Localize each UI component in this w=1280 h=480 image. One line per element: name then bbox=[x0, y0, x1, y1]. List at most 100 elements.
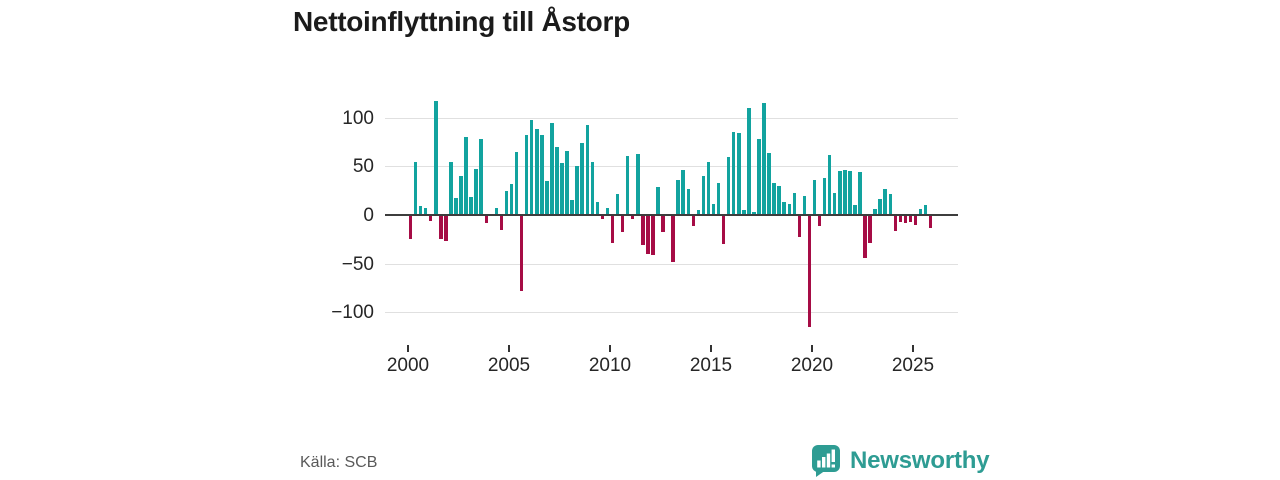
x-tick-mark bbox=[508, 345, 510, 352]
y-tick-label: 100 bbox=[342, 108, 374, 129]
bar bbox=[636, 153, 640, 215]
bar bbox=[913, 215, 918, 225]
bar bbox=[656, 186, 660, 215]
gridline bbox=[385, 166, 958, 167]
bar bbox=[817, 215, 822, 226]
bar bbox=[408, 215, 413, 240]
bar bbox=[772, 182, 776, 215]
bar bbox=[464, 137, 468, 215]
bar bbox=[428, 215, 433, 221]
bar bbox=[423, 208, 428, 215]
gridline bbox=[385, 118, 958, 119]
bar bbox=[565, 150, 569, 215]
bar bbox=[585, 124, 590, 215]
bar bbox=[560, 163, 564, 215]
bar bbox=[903, 215, 908, 223]
gridline bbox=[385, 312, 958, 313]
bar bbox=[605, 208, 610, 215]
chart-title: Nettoinflyttning till Åstorp bbox=[293, 6, 630, 37]
bar bbox=[413, 161, 418, 215]
bar bbox=[590, 161, 595, 215]
bar bbox=[873, 209, 877, 215]
x-tick-label: 2000 bbox=[386, 355, 430, 376]
bar bbox=[494, 208, 499, 215]
bar bbox=[499, 215, 504, 230]
bar bbox=[832, 192, 837, 215]
bar bbox=[469, 196, 473, 215]
bar bbox=[747, 108, 751, 215]
bar bbox=[474, 169, 478, 215]
bar bbox=[731, 132, 736, 215]
bar bbox=[893, 215, 898, 231]
bar bbox=[822, 178, 827, 215]
bar bbox=[535, 129, 539, 215]
bar bbox=[853, 205, 857, 215]
bar bbox=[484, 215, 489, 223]
bar bbox=[610, 215, 615, 244]
bar bbox=[514, 151, 519, 215]
bar bbox=[762, 103, 766, 215]
bar bbox=[418, 206, 423, 215]
bar bbox=[625, 155, 630, 215]
bar bbox=[519, 215, 524, 291]
bar bbox=[797, 215, 802, 238]
bar bbox=[570, 200, 574, 215]
x-tick-label: 2010 bbox=[588, 355, 632, 376]
brand-name: Newsworthy bbox=[850, 447, 990, 474]
y-tick-label: 50 bbox=[352, 156, 374, 177]
bar bbox=[792, 192, 797, 215]
bar bbox=[646, 215, 650, 254]
bar bbox=[752, 212, 756, 215]
bar bbox=[615, 193, 620, 215]
bar bbox=[838, 171, 842, 215]
bar bbox=[863, 215, 867, 258]
bar bbox=[504, 190, 509, 215]
x-tick-label: 2020 bbox=[790, 355, 834, 376]
bar bbox=[454, 197, 458, 215]
bar bbox=[701, 176, 706, 215]
bar bbox=[459, 176, 463, 215]
bar bbox=[908, 215, 913, 222]
bar bbox=[812, 180, 817, 215]
bar bbox=[671, 215, 675, 262]
bar bbox=[620, 215, 625, 232]
gridline bbox=[385, 264, 958, 265]
x-tick-mark bbox=[609, 345, 611, 352]
bar bbox=[550, 122, 554, 215]
bar bbox=[888, 193, 893, 215]
y-tick-label: 0 bbox=[363, 205, 374, 226]
x-tick-label: 2025 bbox=[891, 355, 935, 376]
bar bbox=[782, 202, 786, 215]
bar bbox=[651, 215, 655, 255]
bar bbox=[726, 156, 731, 215]
brand-lockup: Newsworthy bbox=[811, 444, 990, 478]
bar bbox=[807, 215, 812, 327]
bar bbox=[681, 170, 685, 215]
bar bbox=[676, 180, 680, 215]
bar bbox=[641, 215, 645, 246]
bar bbox=[545, 180, 549, 215]
bar bbox=[848, 171, 852, 215]
bar bbox=[555, 146, 559, 215]
bar bbox=[575, 166, 579, 215]
bar bbox=[737, 133, 741, 215]
x-tick-mark bbox=[912, 345, 914, 352]
newsworthy-logo-icon bbox=[812, 445, 840, 477]
bar bbox=[434, 101, 438, 215]
bar bbox=[580, 143, 584, 215]
bar bbox=[686, 188, 691, 215]
bar bbox=[898, 215, 903, 222]
bar bbox=[595, 202, 600, 215]
bar bbox=[918, 209, 923, 215]
bar bbox=[742, 210, 746, 215]
bar bbox=[524, 135, 529, 215]
zero-axis-line bbox=[385, 214, 958, 216]
bar bbox=[691, 215, 696, 226]
x-tick-mark bbox=[811, 345, 813, 352]
bar bbox=[878, 198, 882, 215]
bar bbox=[439, 215, 443, 240]
bar bbox=[444, 215, 448, 242]
bar bbox=[868, 215, 872, 244]
bar bbox=[540, 135, 544, 215]
bar bbox=[600, 215, 605, 219]
